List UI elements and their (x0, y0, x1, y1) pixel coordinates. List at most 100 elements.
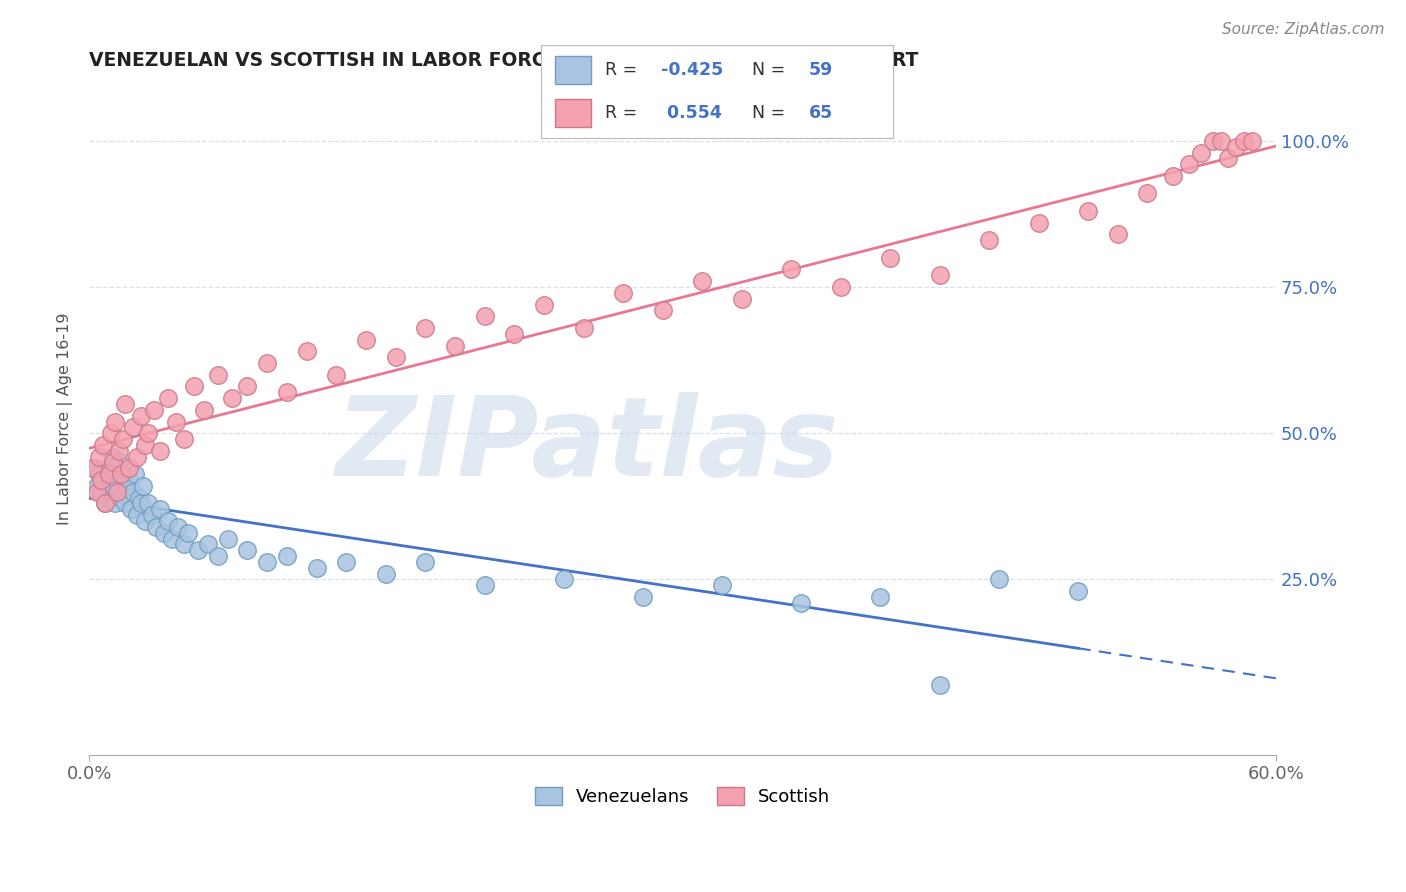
Y-axis label: In Labor Force | Age 16-19: In Labor Force | Age 16-19 (58, 312, 73, 524)
Text: Source: ZipAtlas.com: Source: ZipAtlas.com (1222, 22, 1385, 37)
Point (474, 578, 496, 592)
Point (731, 292, 754, 306)
Point (111, 432, 134, 446)
Point (236, 379, 259, 393)
Text: N =: N = (752, 104, 792, 122)
Point (114, 496, 136, 510)
Point (125, 508, 148, 522)
Point (100, 467, 122, 482)
Text: 59: 59 (808, 61, 832, 78)
Point (1241, 134, 1264, 148)
Point (160, 532, 183, 546)
Point (1209, 134, 1232, 148)
Point (197, 537, 219, 551)
Text: R =: R = (605, 61, 643, 78)
Point (177, 525, 200, 540)
Point (87, 450, 110, 464)
Point (474, 310, 496, 324)
Text: VENEZUELAN VS SCOTTISH IN LABOR FORCE | AGE 16-19 CORRELATION CHART: VENEZUELAN VS SCOTTISH IN LABOR FORCE | … (89, 51, 918, 70)
Point (82, 461, 104, 475)
Point (1189, 145, 1212, 160)
Point (90, 473, 112, 487)
Point (110, 491, 132, 505)
Point (207, 549, 229, 563)
Point (1136, 186, 1159, 201)
Point (1201, 134, 1223, 148)
Point (173, 432, 195, 446)
Point (444, 338, 467, 352)
Bar (555, 56, 591, 84)
Point (149, 502, 172, 516)
Point (503, 326, 526, 341)
Point (1218, 152, 1240, 166)
Point (108, 484, 131, 499)
Point (111, 467, 134, 482)
Point (612, 285, 634, 300)
Point (572, 321, 595, 335)
Point (173, 537, 195, 551)
Point (631, 590, 654, 604)
Point (104, 415, 127, 429)
Text: ZIPatlas: ZIPatlas (336, 392, 839, 499)
Point (94, 496, 117, 510)
Point (128, 491, 150, 505)
Point (97, 467, 120, 482)
Point (335, 555, 357, 569)
Point (780, 262, 803, 277)
Point (94, 496, 117, 510)
Point (1233, 134, 1256, 148)
Point (1028, 216, 1050, 230)
Point (1077, 204, 1099, 219)
Point (87, 467, 110, 482)
Point (138, 496, 160, 510)
Point (879, 251, 901, 265)
Point (134, 438, 156, 452)
Point (120, 502, 142, 516)
Point (869, 590, 891, 604)
Point (295, 344, 318, 359)
Point (143, 402, 166, 417)
Point (167, 520, 190, 534)
Point (533, 297, 555, 311)
Point (108, 443, 131, 458)
Point (115, 479, 138, 493)
Point (91, 438, 114, 452)
Point (118, 473, 141, 487)
Point (145, 520, 167, 534)
Point (236, 543, 259, 558)
Point (553, 573, 575, 587)
Point (90, 484, 112, 499)
Text: 0.554: 0.554 (661, 104, 721, 122)
Point (1225, 139, 1247, 153)
Point (121, 420, 143, 434)
Point (82, 461, 104, 475)
Point (830, 280, 852, 294)
Point (325, 368, 347, 382)
Point (97, 491, 120, 505)
Point (131, 479, 153, 493)
Point (96, 479, 118, 493)
Point (711, 578, 734, 592)
Point (790, 596, 813, 610)
Point (1067, 584, 1090, 599)
Point (108, 455, 131, 469)
Point (256, 356, 278, 370)
Point (101, 450, 124, 464)
Point (125, 450, 148, 464)
Point (91, 473, 114, 487)
Point (183, 379, 205, 393)
Point (415, 555, 437, 569)
Bar (555, 99, 591, 127)
Point (97, 461, 120, 475)
Point (105, 473, 128, 487)
Point (157, 514, 180, 528)
Text: -0.425: -0.425 (661, 61, 723, 78)
Point (384, 350, 406, 364)
Point (114, 397, 136, 411)
Point (165, 415, 187, 429)
Point (276, 549, 298, 563)
Point (305, 560, 328, 574)
Point (149, 443, 172, 458)
Point (193, 402, 215, 417)
Point (415, 321, 437, 335)
